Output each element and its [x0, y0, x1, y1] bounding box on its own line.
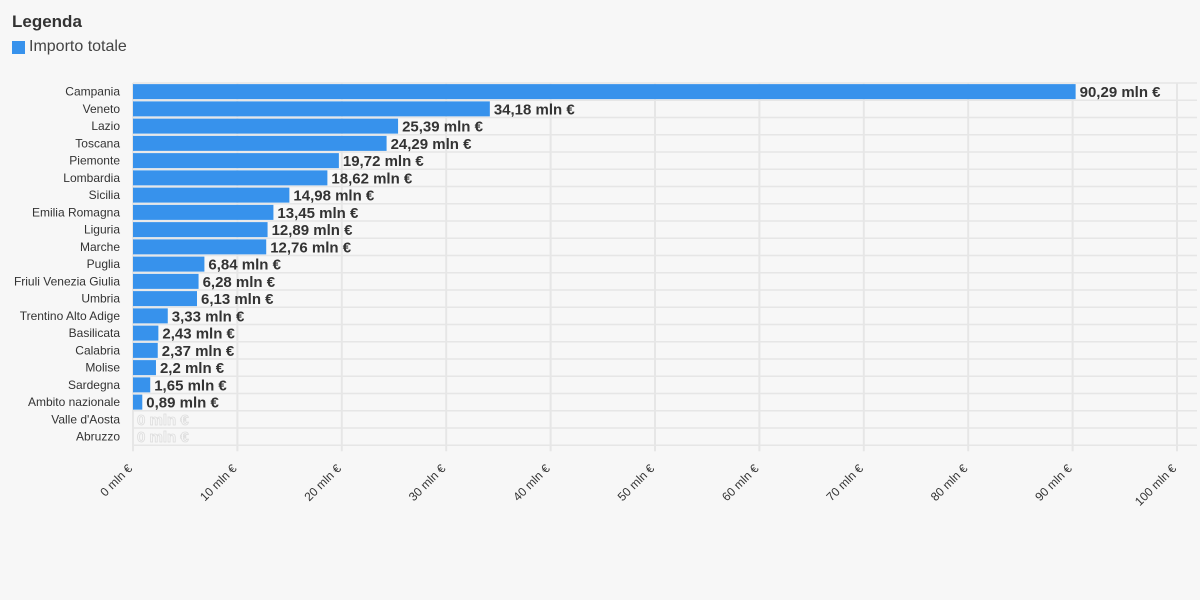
bar-8	[133, 222, 268, 238]
legend-item[interactable]: Importo totale	[12, 38, 127, 56]
value-label-2: 25,39 mln €	[402, 119, 484, 136]
bar-3	[133, 135, 387, 151]
value-label-11: 6,28 mln €	[203, 274, 276, 291]
category-label-5: Lombardia	[63, 171, 120, 185]
bar-4	[133, 153, 339, 169]
value-label-6: 14,98 mln €	[293, 188, 375, 205]
value-label-9: 12,76 mln €	[270, 239, 352, 256]
value-label-7: 13,45 mln €	[277, 205, 359, 222]
x-tick-label-9: 90 mln €	[1032, 461, 1075, 504]
category-label-9: Marche	[80, 240, 120, 254]
x-tick-label-2: 20 mln €	[301, 461, 344, 504]
x-tick-label-10: 100 mln €	[1132, 461, 1179, 508]
category-label-1: Veneto	[83, 102, 121, 116]
bar-12	[133, 291, 197, 307]
category-label-14: Basilicata	[69, 326, 121, 340]
value-label-18: 0,89 mln €	[146, 395, 219, 412]
value-label-1: 34,18 mln €	[494, 101, 576, 118]
bar-0	[133, 84, 1076, 100]
value-label-20: 0 mln €	[137, 429, 189, 446]
bar-9	[133, 239, 267, 255]
bar-14	[133, 325, 159, 341]
x-tick-label-4: 40 mln €	[510, 461, 553, 504]
value-label-15: 2,37 mln €	[162, 343, 235, 360]
x-tick-label-3: 30 mln €	[406, 461, 449, 504]
x-tick-label-0: 0 mln €	[97, 461, 135, 499]
bar-2	[133, 118, 399, 134]
bar-5	[133, 170, 328, 186]
legend-swatch	[12, 40, 25, 54]
category-label-10: Puglia	[87, 257, 121, 271]
category-label-12: Umbria	[81, 292, 120, 306]
x-tick-label-5: 50 mln €	[615, 461, 658, 504]
category-label-15: Calabria	[75, 343, 120, 357]
value-labels: 90,29 mln € 34,18 mln € 25,39 mln €24,29 m…	[137, 84, 1162, 446]
bar-16	[133, 360, 156, 376]
value-label-0: 90,29 mln €	[1080, 84, 1162, 101]
value-label-17: 1,65 mln €	[154, 377, 227, 394]
category-label-19: Valle d'Aosta	[51, 412, 120, 426]
bar-7	[133, 204, 274, 220]
bar-11	[133, 273, 199, 289]
bar-6	[133, 187, 290, 203]
category-labels: Campania Veneto Lazio Toscana Piemonte Lombar…	[14, 85, 120, 444]
legend-label: Importo totale	[29, 38, 127, 55]
bar-10	[133, 256, 205, 272]
category-label-4: Piemonte	[69, 154, 120, 168]
category-label-8: Liguria	[84, 223, 120, 237]
category-label-3: Toscana	[75, 136, 120, 150]
value-label-4: 19,72 mln €	[343, 153, 425, 170]
category-label-7: Emilia Romagna	[32, 205, 120, 219]
bar-17	[133, 377, 151, 393]
bar-layer	[133, 84, 1076, 410]
bar-1	[133, 101, 490, 117]
bar-18	[133, 394, 143, 410]
category-label-17: Sardegna	[68, 378, 120, 392]
legend: Legenda Importo totale	[12, 12, 127, 56]
value-label-16: 2,2 mln €	[160, 360, 225, 377]
x-axis-ticks: 0 mln € 10 mln € 20 mln € 30 mln € 40 mln € 5…	[97, 461, 1179, 508]
value-label-13: 3,33 mln €	[172, 308, 245, 325]
value-label-5: 18,62 mln €	[331, 170, 413, 187]
category-label-6: Sicilia	[89, 188, 121, 202]
value-label-12: 6,13 mln €	[201, 291, 274, 308]
x-tick-label-8: 80 mln €	[928, 461, 971, 504]
category-label-20: Abruzzo	[76, 430, 120, 444]
value-label-3: 24,29 mln €	[391, 136, 473, 153]
category-label-11: Friuli Venezia Giulia	[14, 274, 120, 288]
x-tick-label-7: 70 mln €	[823, 461, 866, 504]
category-label-18: Ambito nazionale	[28, 395, 120, 409]
value-label-10: 6,84 mln €	[208, 257, 281, 274]
bar-13	[133, 308, 168, 324]
category-label-0: Campania	[65, 85, 120, 99]
x-tick-label-6: 60 mln €	[719, 461, 762, 504]
value-label-14: 2,43 mln €	[162, 326, 235, 343]
value-label-19: 0 mln €	[137, 412, 189, 429]
bar-15	[133, 342, 158, 358]
category-label-13: Trentino Alto Adige	[20, 309, 121, 323]
x-tick-label-1: 10 mln €	[197, 461, 240, 504]
category-label-2: Lazio	[91, 119, 120, 133]
category-label-16: Molise	[85, 361, 120, 375]
legend-title: Legenda	[12, 12, 82, 31]
value-label-8: 12,89 mln €	[272, 222, 354, 239]
